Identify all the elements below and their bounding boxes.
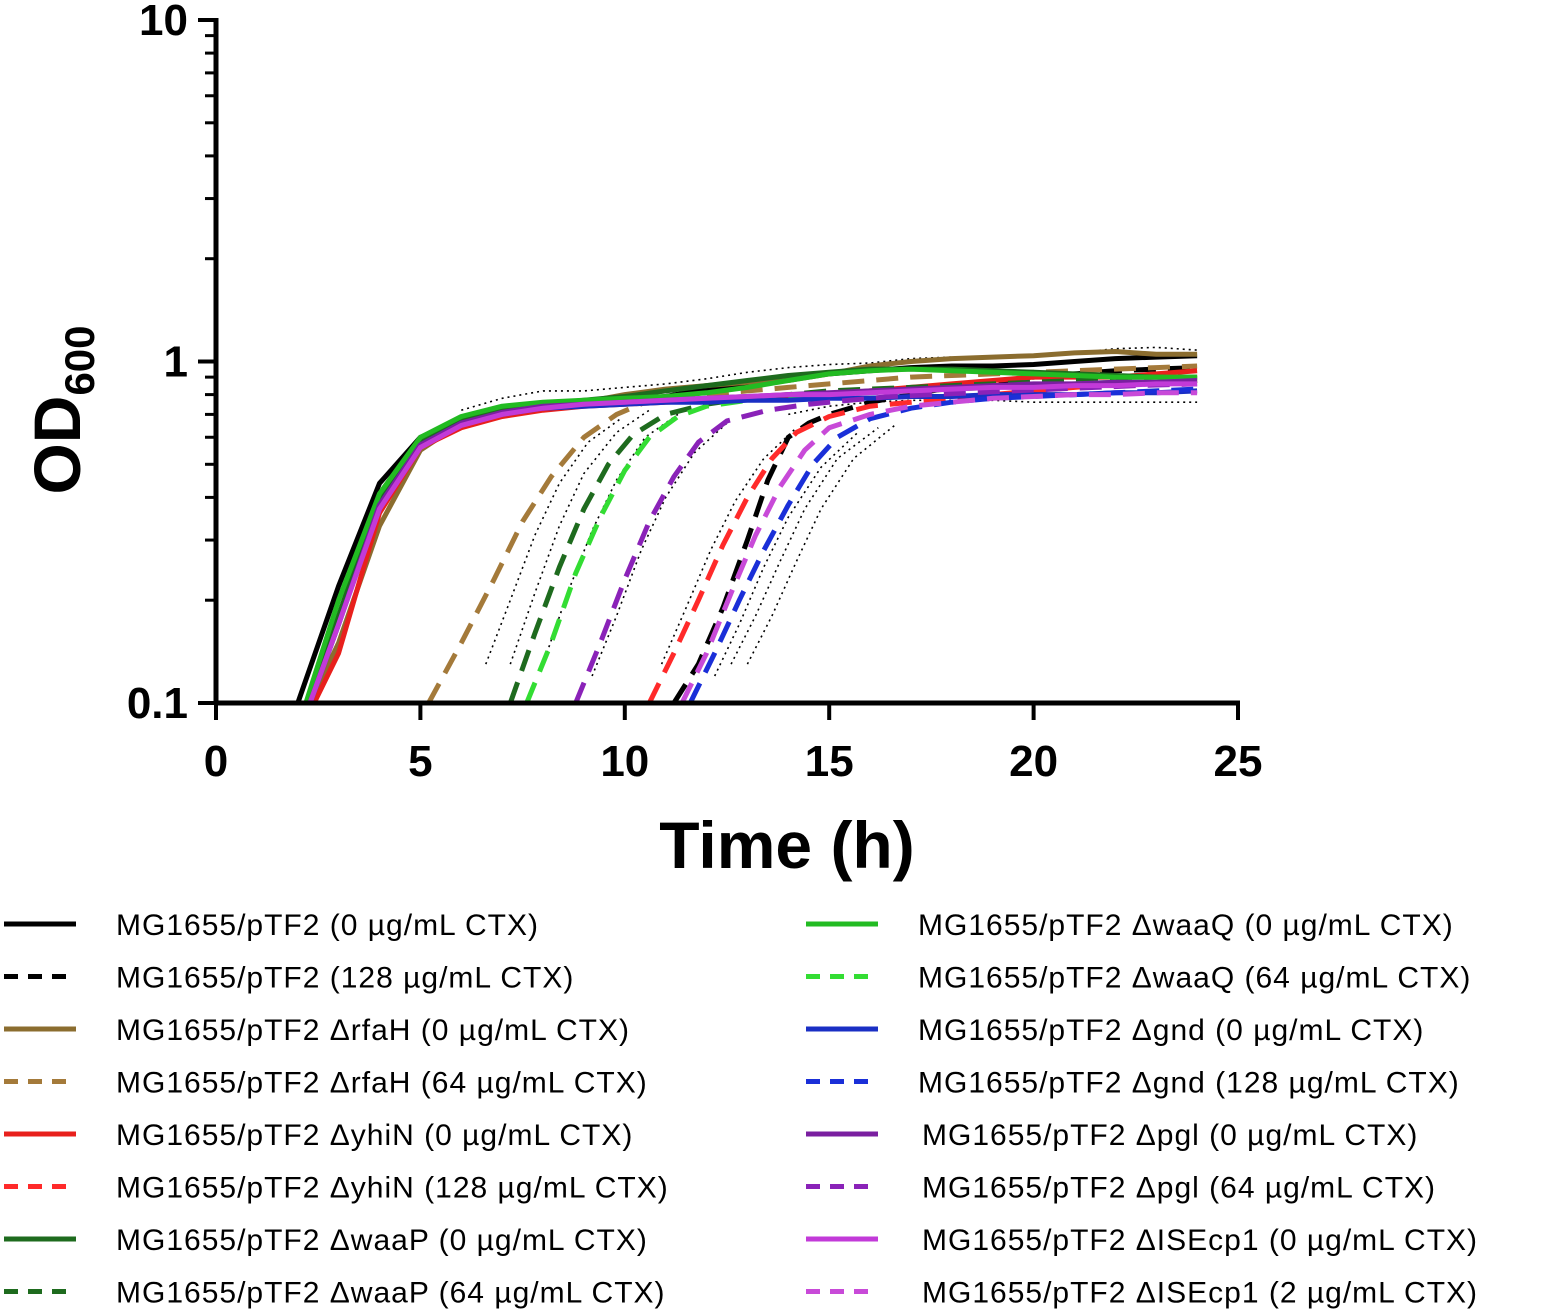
legend-label: MG1655/pTF2 ΔyhiN (0 µg/mL CTX)	[116, 1119, 633, 1152]
x-axis-title: Time (h)	[659, 808, 914, 882]
confidence-band-line	[542, 413, 679, 665]
y-axis-title: OD600	[20, 325, 103, 494]
legend-label: MG1655/pTF2 ΔyhiN (128 µg/mL CTX)	[116, 1172, 669, 1205]
legend-label: MG1655/pTF2 Δgnd (128 µg/mL CTX)	[918, 1067, 1460, 1100]
y-axis-title-main: OD	[20, 396, 94, 495]
x-ticks: 0 5 10 15 20 25	[204, 703, 1263, 786]
axes: 0.1 1 10 0 5 10 15 20 25 Time (h) OD600	[20, 0, 1262, 882]
legend-label: MG1655/pTF2 ΔISEcp1 (0 µg/mL CTX)	[922, 1224, 1478, 1257]
series-line-15	[307, 381, 1198, 704]
confidence-band-line	[730, 427, 879, 665]
legend-label: MG1655/pTF2 (128 µg/mL CTX)	[116, 962, 574, 995]
legend-label: MG1655/pTF2 ΔwaaQ (64 µg/mL CTX)	[918, 962, 1471, 995]
legend-label: MG1655/pTF2 ΔrfaH (64 µg/mL CTX)	[116, 1067, 648, 1100]
legend: MG1655/pTF2 (0 µg/mL CTX) MG1655/pTF2 (12…	[4, 909, 1478, 1310]
legend-label: MG1655/pTF2 (0 µg/mL CTX)	[116, 909, 539, 942]
series-line-1	[295, 353, 1198, 704]
series-line-16	[679, 390, 1198, 705]
confidence-band-line	[660, 427, 798, 665]
x-tick-label: 0	[204, 737, 228, 786]
y-axis-title-subscript: 600	[56, 325, 103, 395]
x-tick-label: 5	[408, 737, 432, 786]
legend-label: MG1655/pTF2 ΔISEcp1 (2 µg/mL CTX)	[922, 1277, 1478, 1310]
confidence-band-line	[746, 424, 896, 665]
legend-label: MG1655/pTF2 ΔwaaP (0 µg/mL CTX)	[116, 1224, 648, 1257]
series-line-9	[303, 366, 1198, 704]
legend-label: MG1655/pTF2 Δpgl (64 µg/mL CTX)	[922, 1172, 1436, 1205]
data-series	[295, 349, 1198, 705]
legend-label: MG1655/pTF2 ΔwaaQ (0 µg/mL CTX)	[918, 909, 1454, 942]
series-line-6	[647, 378, 1198, 705]
x-tick-label: 25	[1214, 737, 1263, 786]
y-tick-label: 1	[164, 338, 188, 387]
series-line-14	[573, 381, 1198, 704]
y-tick-label: 10	[139, 0, 188, 45]
x-tick-label: 10	[600, 737, 649, 786]
y-tick-label: 0.1	[127, 679, 188, 728]
series-line-10	[524, 378, 1198, 704]
legend-label: MG1655/pTF2 Δpgl (0 µg/mL CTX)	[922, 1119, 1418, 1152]
confidence-band-line	[509, 409, 650, 665]
legend-label: MG1655/pTF2 ΔwaaP (64 µg/mL CTX)	[116, 1277, 666, 1310]
legend-label: MG1655/pTF2 ΔrfaH (0 µg/mL CTX)	[116, 1014, 630, 1047]
y-ticks: 0.1 1 10	[127, 0, 216, 728]
confidence-band-line	[485, 418, 622, 665]
series-line-3	[307, 349, 1198, 705]
series-line-12	[687, 386, 1198, 705]
series-line-4	[426, 363, 1198, 705]
series-line-2	[671, 365, 1198, 705]
confidence-band-line	[713, 431, 859, 677]
x-tick-label: 20	[1009, 737, 1058, 786]
x-tick-label: 15	[805, 737, 854, 786]
confidence-band-line	[591, 422, 728, 677]
legend-label: MG1655/pTF2 Δgnd (0 µg/mL CTX)	[918, 1014, 1424, 1047]
